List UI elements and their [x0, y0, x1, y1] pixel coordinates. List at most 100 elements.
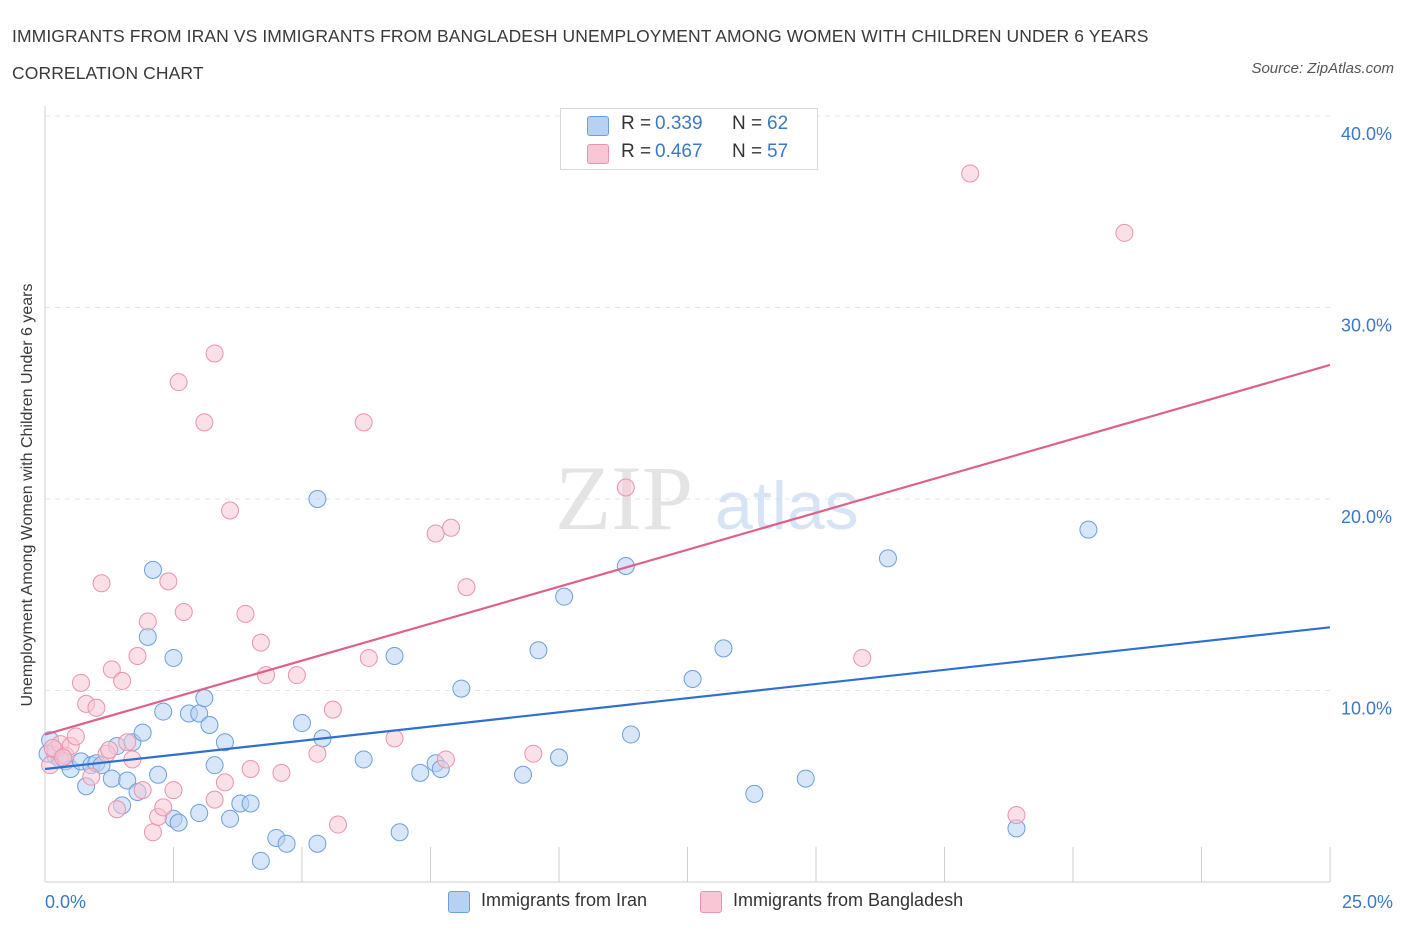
iran-swatch [587, 116, 609, 136]
iran-point [308, 834, 327, 853]
bangladesh-point [1007, 805, 1026, 824]
bangladesh-point [138, 612, 157, 631]
chart-title: IMMIGRANTS FROM IRAN VS IMMIGRANTS FROM … [12, 26, 1149, 83]
bangladesh-point [236, 604, 255, 623]
x-tick-label-min: 0.0% [45, 892, 86, 912]
bangladesh-point [205, 790, 224, 809]
iran-r-value: 0.339 [655, 113, 703, 134]
bangladesh-point [92, 574, 111, 593]
iran-point [714, 639, 733, 658]
iran-point [354, 750, 373, 769]
iran-point [251, 851, 270, 870]
iran-point [277, 834, 296, 853]
bangladesh-point [87, 698, 106, 717]
bangladesh-point [354, 413, 373, 432]
bangladesh-point [328, 815, 347, 834]
iran-point [169, 813, 188, 832]
bangladesh-point [53, 748, 72, 767]
bangladesh-point [426, 524, 445, 543]
bangladesh-point [287, 666, 306, 685]
bangladesh-n-value: 57 [767, 141, 789, 162]
iran-point [308, 490, 327, 508]
x-tick-labels: 0.0% 25.0% [45, 892, 1393, 912]
bangladesh-point [359, 648, 378, 667]
iran-point [411, 763, 430, 782]
iran-point [133, 723, 152, 742]
bangladesh-legend-swatch [700, 891, 722, 913]
iran-point [385, 647, 404, 666]
bangladesh-points [41, 164, 1134, 842]
bangladesh-legend-label: Immigrants from Bangladesh [733, 890, 964, 910]
bangladesh-point [133, 781, 152, 800]
bangladesh-point [457, 578, 476, 597]
iran-n-value: 62 [767, 113, 789, 134]
iran-point [164, 648, 183, 667]
bangladesh-point [257, 666, 276, 685]
iran-point [745, 784, 764, 803]
bangladesh-point [113, 671, 132, 690]
iran-point [149, 765, 168, 784]
x-tick-label-max: 25.0% [1342, 892, 1393, 912]
bangladesh-point [100, 740, 119, 759]
y-tick-label: 30.0% [1341, 316, 1392, 336]
r-label: R = [621, 141, 652, 162]
trend-lines [44, 363, 1331, 771]
iran-point [241, 794, 260, 813]
iran-point [102, 769, 121, 788]
bangladesh-trend-line [44, 363, 1331, 736]
bangladesh-point [323, 700, 342, 719]
iran-point [390, 823, 409, 842]
iran-point [878, 549, 897, 568]
r-label: R = [621, 113, 652, 134]
bangladesh-point [205, 344, 224, 363]
iran-point [221, 809, 240, 828]
bangladesh-point [169, 373, 188, 392]
bangladesh-point [71, 673, 90, 692]
iran-point [621, 725, 640, 744]
bangladesh-point [853, 648, 872, 667]
iran-point [555, 587, 574, 606]
bangladesh-point [385, 729, 404, 748]
y-tick-label: 10.0% [1341, 699, 1392, 719]
y-tick-label: 20.0% [1341, 507, 1392, 527]
bangladesh-point [251, 633, 270, 652]
bangladesh-point [102, 660, 121, 679]
n-label: N = [732, 141, 763, 162]
bangladesh-point [128, 647, 147, 666]
bangladesh-point [164, 781, 183, 800]
iran-point [514, 765, 533, 784]
iran-point [195, 689, 214, 708]
correlation-legend: R = 0.339 N = 62 R = 0.467 N = 57 [560, 108, 818, 170]
iran-point [293, 714, 311, 733]
bangladesh-point [436, 750, 455, 769]
bangladesh-point [159, 572, 178, 591]
bangladesh-point [82, 767, 101, 786]
bangladesh-point [961, 164, 980, 183]
watermark-zip: ZIP [555, 447, 693, 549]
iran-point [190, 804, 209, 823]
iran-point [138, 627, 157, 646]
bangladesh-point [195, 413, 214, 432]
iran-point [550, 748, 568, 767]
y-tick-label: 40.0% [1341, 124, 1392, 144]
n-label: N = [732, 113, 763, 134]
iran-point [529, 641, 548, 660]
bangladesh-point [524, 744, 543, 763]
watermark-atlas: atlas [715, 468, 859, 544]
bangladesh-point [272, 763, 291, 782]
iran-point [205, 756, 224, 775]
bangladesh-point [174, 602, 193, 621]
bangladesh-point [143, 823, 162, 842]
bangladesh-point [118, 733, 137, 752]
iran-legend-swatch [448, 891, 470, 913]
bangladesh-swatch [587, 144, 609, 164]
bangladesh-r-value: 0.467 [655, 141, 703, 162]
bangladesh-point [215, 773, 234, 792]
bangladesh-point [241, 760, 260, 779]
y-tick-labels: 10.0% 20.0% 30.0% 40.0% [1341, 124, 1392, 719]
gridlines [45, 115, 1330, 691]
bangladesh-point [616, 478, 635, 497]
bangladesh-point [107, 800, 126, 819]
iran-point [1079, 520, 1098, 539]
